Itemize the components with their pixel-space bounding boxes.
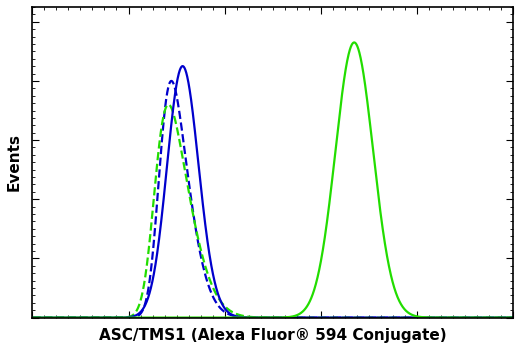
X-axis label: ASC/TMS1 (Alexa Fluor® 594 Conjugate): ASC/TMS1 (Alexa Fluor® 594 Conjugate)	[99, 328, 447, 343]
Y-axis label: Events: Events	[7, 133, 22, 191]
